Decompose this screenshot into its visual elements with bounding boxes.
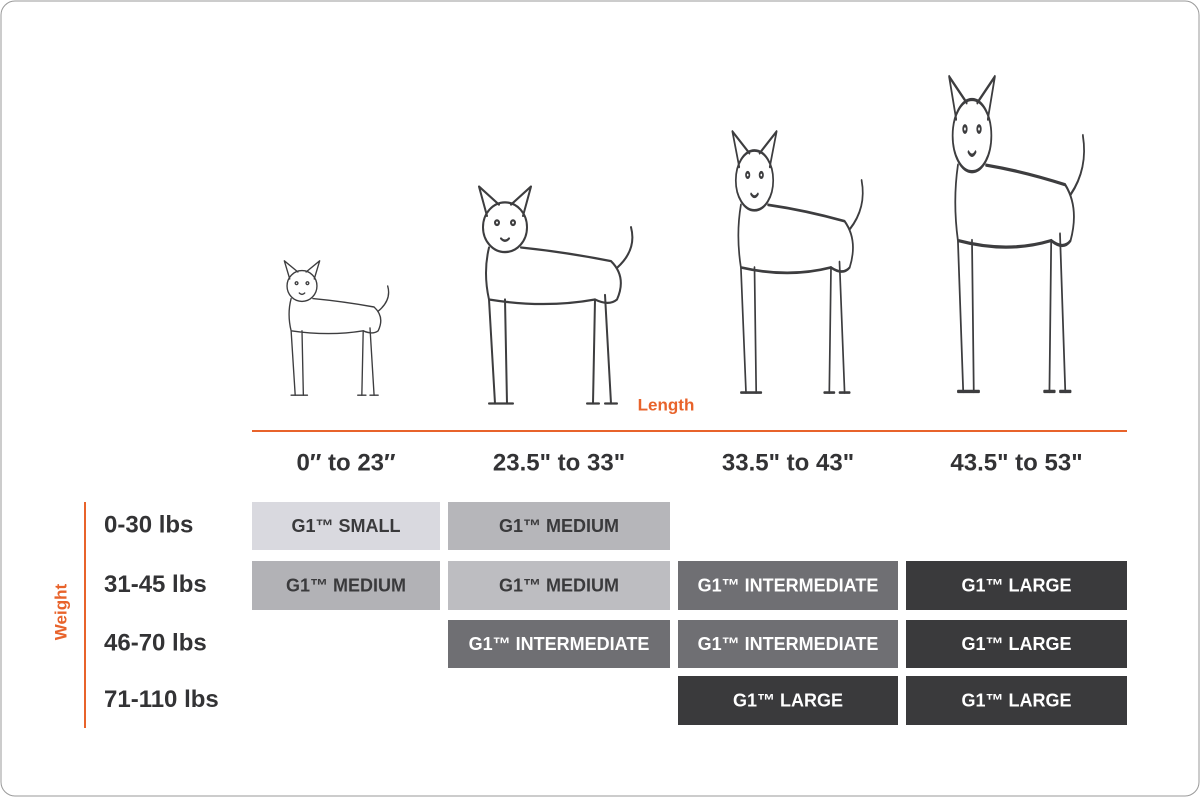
size-cell: [252, 502, 440, 550]
row-label: 46-70 lbs: [104, 629, 207, 656]
size-cell: [448, 620, 670, 668]
row-label: 71-110 lbs: [104, 686, 219, 713]
size-label: G1™ MEDIUM: [499, 516, 619, 536]
size-cell: [678, 676, 898, 725]
size-cell: [448, 502, 670, 550]
size-cell: [678, 620, 898, 668]
length-label: Length: [638, 395, 695, 414]
size-label: G1™ LARGE: [961, 634, 1071, 654]
size-label: G1™ INTERMEDIATE: [469, 634, 650, 654]
size-label: G1™ MEDIUM: [286, 575, 406, 595]
size-label: G1™ LARGE: [961, 690, 1071, 710]
column-header: 33.5" to 43": [722, 449, 854, 476]
weight-label: Weight: [51, 583, 70, 640]
column-header: 43.5" to 53": [950, 449, 1082, 476]
size-cell: [906, 620, 1127, 668]
size-label: G1™ INTERMEDIATE: [698, 634, 879, 654]
size-label: G1™ LARGE: [961, 575, 1071, 595]
row-label: 31-45 lbs: [104, 571, 207, 598]
size-label: G1™ INTERMEDIATE: [698, 575, 879, 595]
row-label: 0-30 lbs: [104, 511, 193, 538]
column-header: 23.5" to 33": [493, 449, 625, 476]
size-cell: [252, 561, 440, 610]
size-cell: [678, 561, 898, 610]
size-label: G1™ LARGE: [733, 690, 843, 710]
column-header: 0′′ to 23′′: [296, 449, 395, 476]
size-cell: [906, 561, 1127, 610]
size-cell: [906, 676, 1127, 725]
size-label: G1™ MEDIUM: [499, 575, 619, 595]
size-cell: [448, 561, 670, 610]
size-label: G1™ SMALL: [291, 516, 400, 536]
